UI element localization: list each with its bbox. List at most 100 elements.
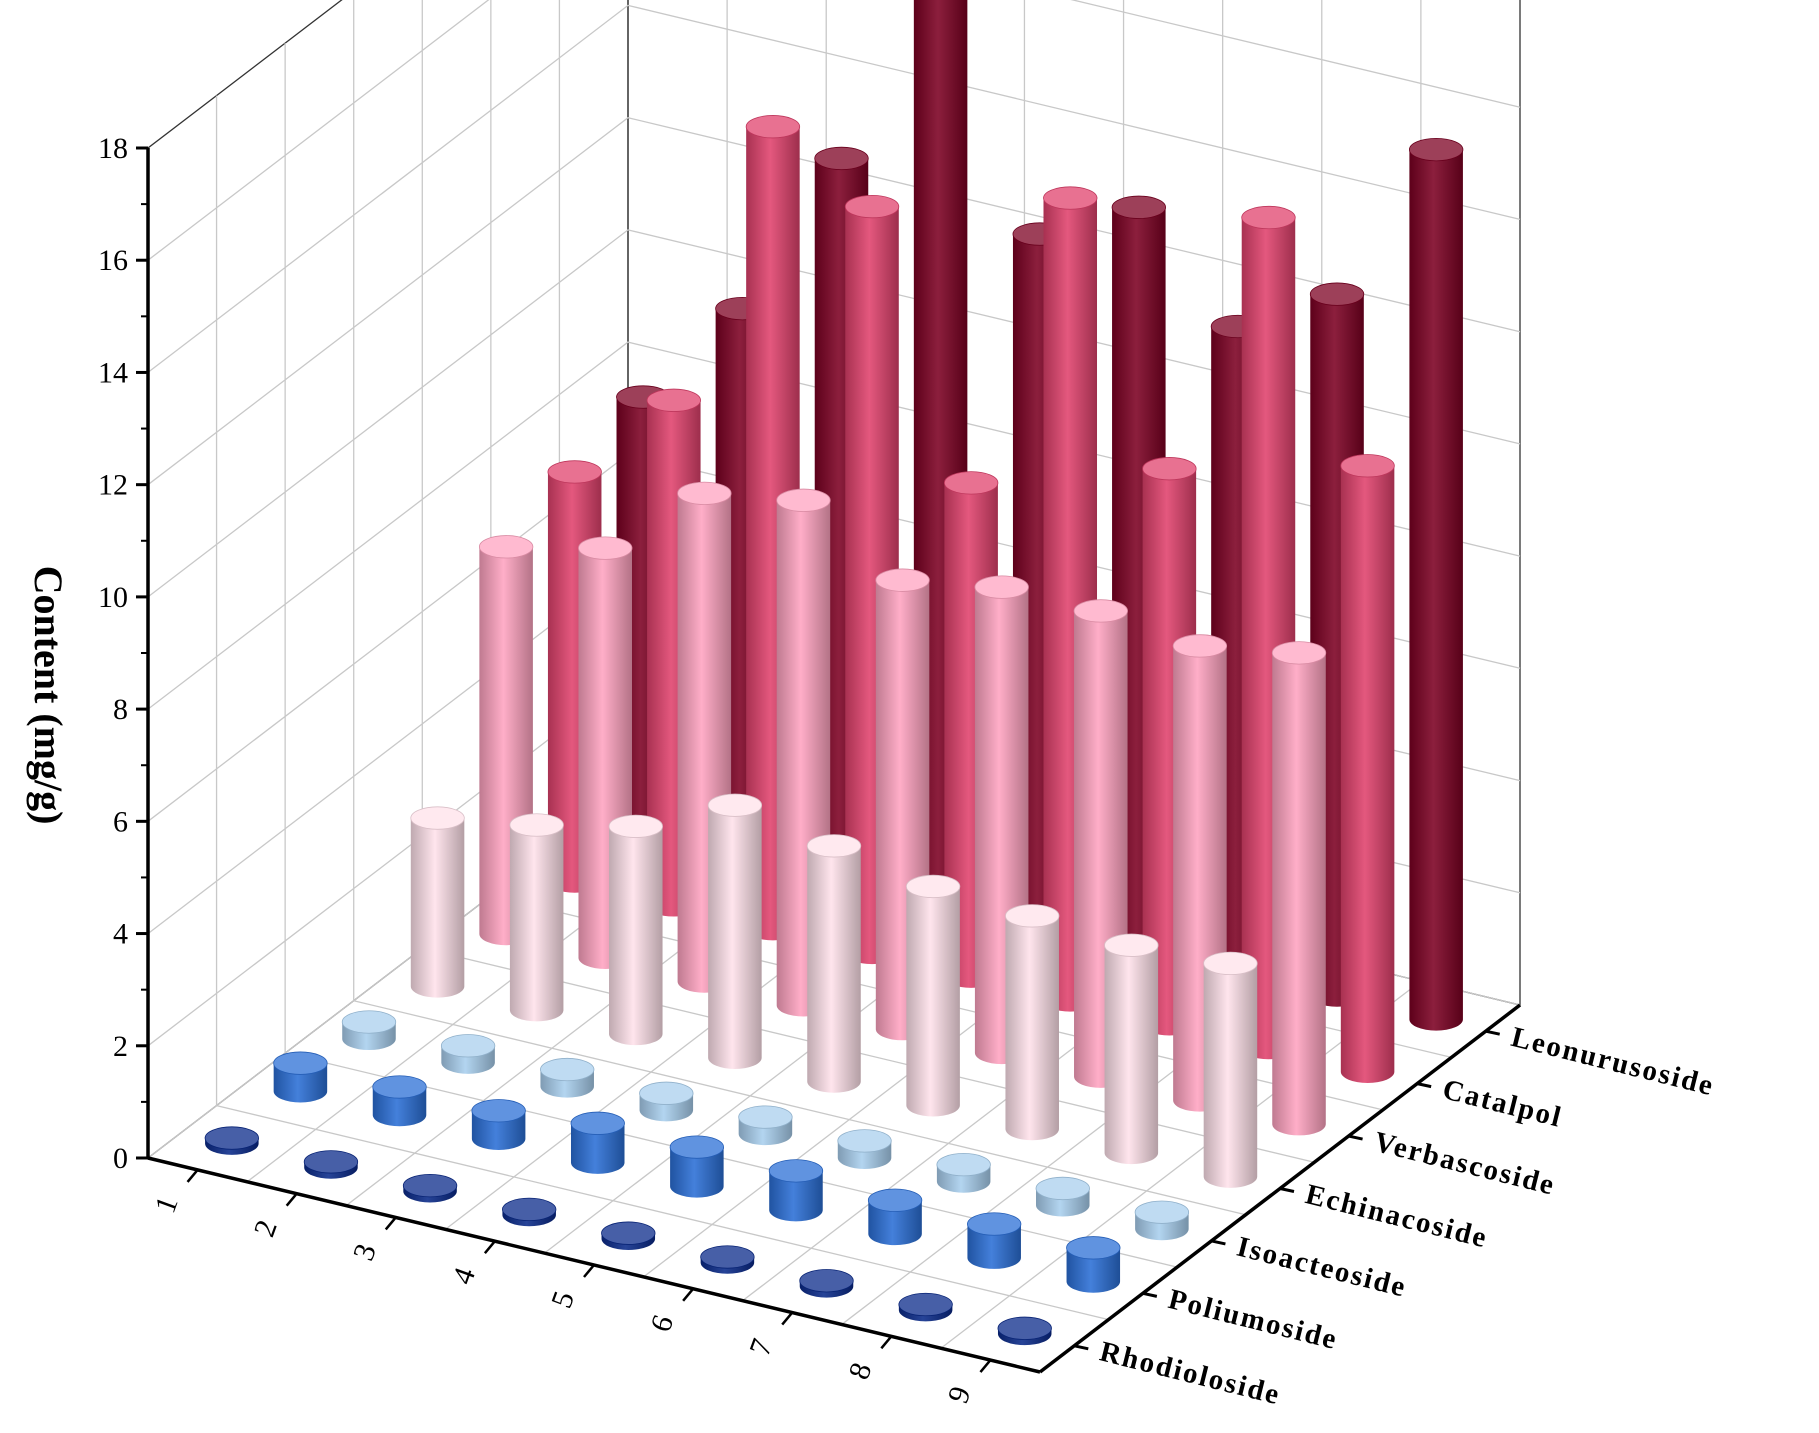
y-tick [1485,1029,1501,1036]
bar [738,1105,793,1146]
x-tick-label: 1 [149,1192,185,1217]
bar [509,813,564,1022]
y-tick-label: Verbascoside [1371,1126,1559,1202]
bar-top [509,813,564,837]
bar-body [509,825,564,1022]
bar-top [1073,599,1128,623]
bar [639,1081,694,1122]
bar [1340,454,1395,1083]
y-tick-label: Isoacteoside [1234,1231,1410,1304]
bar-top [844,194,900,219]
bar [936,1153,991,1193]
bar-top [478,535,534,559]
bar-top [502,1197,557,1222]
floor-gridline-y [353,1000,1246,1216]
bar-top [1005,904,1060,928]
bar [502,1197,557,1227]
bar-body [410,818,465,998]
bar-top [806,834,862,858]
bar [768,1159,824,1222]
bar [1104,933,1159,1165]
bar-body [868,1200,922,1246]
bars [204,0,1464,1346]
x-tick-label: 3 [347,1239,383,1264]
bar [440,1034,496,1074]
y-tick-label: Leonurusoside [1508,1021,1718,1102]
bar-top [875,568,930,592]
bar-top [1241,205,1296,230]
bar-top [1271,641,1327,665]
bar [700,1245,755,1274]
bar-body [1203,963,1258,1188]
bar [837,1129,892,1169]
y-tick [1416,1082,1432,1089]
z-tick-label: 4 [113,918,128,951]
bar-top [974,575,1029,599]
bar-top [776,488,831,512]
bar-top [1172,634,1228,658]
x-tick [682,1287,695,1302]
bar [1271,641,1327,1136]
y-tick-label: Poliumoside [1165,1283,1341,1356]
z-tick-label: 10 [98,581,128,614]
bar-top [1203,951,1258,976]
x-tick-label: 5 [545,1287,581,1312]
bar-top [936,1153,991,1177]
bar [540,1057,595,1098]
bar-top [669,1135,725,1159]
bar [601,1221,656,1251]
floor-gridline-y [422,947,1315,1163]
z-tick-label: 12 [98,469,128,502]
bar-top [738,1105,793,1129]
bar [669,1135,725,1198]
bar-body [708,805,762,1069]
x-tick-label: 8 [842,1358,878,1383]
bar-body [670,1147,724,1198]
y-tick [1348,1134,1363,1141]
x-tick [285,1192,298,1207]
bar-top [1035,1176,1090,1201]
bar-body [1104,945,1159,1165]
bar [1134,1200,1190,1241]
x-tick [781,1311,794,1326]
bar-top [341,1010,397,1034]
bar-body [1066,1247,1121,1293]
x-tick-label: 7 [743,1335,779,1360]
bar-top [578,536,633,560]
bar-top [768,1159,824,1183]
bar [1203,951,1258,1188]
z-tick-label: 14 [98,356,128,389]
bar [608,814,663,1046]
bar-top [1309,282,1365,306]
bar-top [1134,1200,1190,1224]
bar [402,1173,458,1203]
floor-gridline-y [284,1052,1178,1268]
bar-top [898,1292,953,1317]
bar-top [204,1126,260,1150]
bar [1035,1176,1090,1217]
z-tick-label: 0 [113,1142,128,1175]
x-tick [880,1335,893,1350]
bar [905,874,961,1117]
bar-top [1408,137,1464,162]
y-tick [1073,1344,1089,1351]
bar-top [639,1081,694,1105]
bar-top [700,1245,755,1269]
bar-top [646,388,701,412]
x-tick-label: 6 [644,1311,680,1336]
bar-top [440,1034,496,1058]
bar-top [1066,1236,1121,1260]
floor-gridline-y [216,1104,1109,1321]
bar-top [1340,454,1395,478]
x-tick [483,1240,496,1255]
bar-top [1104,933,1159,957]
bar-top [814,146,869,171]
z-tick-label: 8 [113,693,128,726]
bar [471,1099,526,1151]
bar-body [1272,652,1326,1136]
bar-top [1111,195,1166,219]
z-tick-label: 2 [113,1030,128,1063]
bar-top [967,1212,1022,1236]
y-tick [1142,1291,1158,1298]
